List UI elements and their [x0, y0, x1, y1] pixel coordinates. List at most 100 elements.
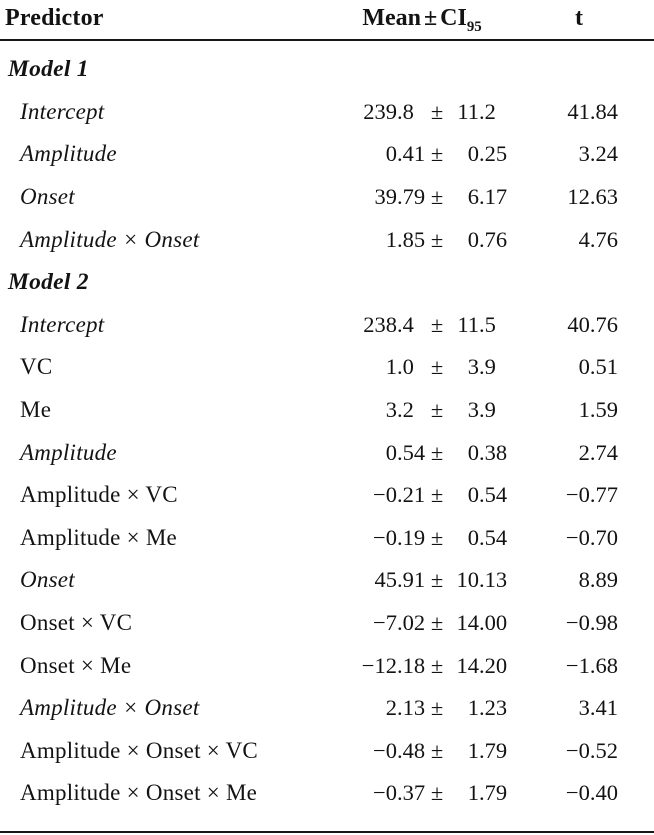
mean-integer-part: 238: [363, 311, 397, 337]
mean-integer-part: 45: [374, 567, 398, 593]
predictor-label: Intercept: [20, 98, 105, 124]
mean-fraction-part: .13: [397, 695, 426, 721]
mean-integer-part: −12: [361, 652, 397, 678]
plus-minus-symbol: ±: [430, 311, 444, 337]
t-value: 41.84: [567, 98, 618, 124]
t-value: −1.68: [565, 652, 618, 678]
mean-integer-part: −0: [373, 780, 397, 806]
plus-minus-symbol: ±: [430, 780, 444, 806]
predictor-label: Amplitude × Onset × Me: [20, 780, 258, 806]
predictor-label: Amplitude × Onset: [20, 695, 200, 721]
ci-integer-part: 0: [467, 226, 479, 252]
predictor-row: VC 1.0 ±3.9 0.51: [0, 346, 654, 389]
mean-integer-part: 0: [385, 439, 397, 465]
mean-fraction-part: .21: [397, 482, 426, 508]
mean-fraction-part: .85: [397, 226, 426, 252]
predictor-label: Amplitude: [20, 141, 117, 167]
ci-fraction-part: .79: [479, 737, 508, 763]
ci-fraction-part: .17: [479, 184, 508, 210]
plus-minus-symbol: ±: [430, 354, 444, 380]
predictor-row: Amplitude × Onset 1.85 ±0.76 4.76: [0, 218, 654, 261]
mean-fraction-part: .18: [397, 652, 426, 678]
t-value: −0.52: [565, 737, 618, 763]
ci-integer-part: 0: [467, 141, 479, 167]
ci-fraction-part: .76: [479, 226, 508, 252]
predictor-label: Onset × Me: [20, 652, 132, 678]
t-value: 0.51: [578, 354, 618, 380]
plus-minus-symbol: ±: [423, 5, 438, 31]
predictor-row: Onset 45.91 ±10.13 8.89: [0, 559, 654, 602]
t-value: −0.70: [565, 524, 618, 550]
table-header-row: Predictor Mean ± CI95 t: [0, 0, 654, 41]
ci-fraction-part: .5: [479, 311, 496, 337]
plus-minus-symbol: ±: [430, 141, 444, 167]
mean-fraction-part: .0: [397, 354, 414, 380]
model-section-label: Model 1: [8, 55, 89, 82]
t-value: −0.77: [565, 482, 618, 508]
mean-integer-part: 2: [385, 695, 397, 721]
ci-fraction-part: .79: [479, 780, 508, 806]
plus-minus-symbol: ±: [430, 184, 444, 210]
predictor-row: Amplitude × VC −0.21 ±0.54 −0.77: [0, 474, 654, 517]
plus-minus-symbol: ±: [430, 226, 444, 252]
t-value: 12.63: [567, 184, 618, 210]
mean-integer-part: −7: [373, 610, 397, 636]
ci-integer-part: 14: [456, 652, 480, 678]
plus-minus-symbol: ±: [430, 652, 444, 678]
column-header-predictor: Predictor: [5, 5, 104, 31]
column-header-t: t: [575, 5, 583, 31]
t-value: 8.89: [578, 567, 618, 593]
ci-integer-part: 11: [457, 311, 479, 337]
predictor-row: Intercept 238.4 ±11.5 40.76: [0, 304, 654, 347]
predictor-label: Onset × VC: [20, 610, 133, 636]
t-value: 4.76: [578, 226, 618, 252]
ci-fraction-part: .38: [479, 439, 508, 465]
predictor-label: Me: [20, 397, 52, 423]
column-header-mean-ci: Mean ± CI95: [335, 5, 509, 36]
plus-minus-symbol: ±: [430, 524, 444, 550]
mean-integer-part: 1: [385, 354, 397, 380]
predictor-row: Amplitude × Onset × VC −0.48 ±1.79 −0.52: [0, 730, 654, 773]
mean-integer-part: 1: [385, 226, 397, 252]
predictor-label: Intercept: [20, 311, 105, 337]
plus-minus-symbol: ±: [430, 737, 444, 763]
ci-fraction-part: .13: [479, 567, 508, 593]
predictor-label: Amplitude × Onset × VC: [20, 737, 259, 763]
ci-integer-part: 3: [467, 397, 479, 423]
predictor-row: Onset 39.79 ±6.17 12.63: [0, 176, 654, 219]
ci-integer-part: 1: [467, 737, 479, 763]
mean-fraction-part: .02: [397, 610, 426, 636]
mean-integer-part: 3: [385, 397, 397, 423]
mean-integer-part: 39: [374, 184, 398, 210]
ci-label: CI: [440, 5, 467, 31]
ci-fraction-part: .9: [479, 397, 496, 423]
predictor-row: Amplitude × Me −0.19 ±0.54 −0.70: [0, 517, 654, 560]
t-value: −0.98: [565, 610, 618, 636]
mean-fraction-part: .79: [397, 184, 426, 210]
ci-fraction-part: .54: [479, 482, 508, 508]
predictor-label: Amplitude × Onset: [20, 226, 200, 252]
t-value: 3.41: [578, 695, 618, 721]
model-section-label: Model 2: [8, 268, 89, 295]
plus-minus-symbol: ±: [430, 567, 444, 593]
predictor-row: Amplitude × Onset × Me −0.37 ±1.79 −0.40: [0, 772, 654, 815]
ci-integer-part: 6: [467, 184, 479, 210]
plus-minus-symbol: ±: [430, 482, 444, 508]
mean-integer-part: 0: [385, 141, 397, 167]
predictor-row: Onset × VC −7.02 ±14.00 −0.98: [0, 602, 654, 645]
mean-fraction-part: .4: [397, 311, 414, 337]
plus-minus-symbol: ±: [430, 610, 444, 636]
predictor-row: Intercept 239.8 ±11.2 41.84: [0, 91, 654, 134]
predictor-label: Amplitude × VC: [20, 482, 178, 508]
mean-fraction-part: .19: [397, 524, 426, 550]
predictor-row: Amplitude 0.41 ±0.25 3.24: [0, 133, 654, 176]
mean-label: Mean: [362, 5, 421, 31]
mean-fraction-part: .8: [397, 98, 414, 124]
ci-fraction-part: .23: [479, 695, 508, 721]
predictor-label: VC: [20, 354, 53, 380]
ci-fraction-part: .00: [479, 610, 508, 636]
ci-integer-part: 11: [457, 98, 479, 124]
model-section-row: Model 1: [0, 48, 654, 91]
ci-integer-part: 0: [467, 439, 479, 465]
